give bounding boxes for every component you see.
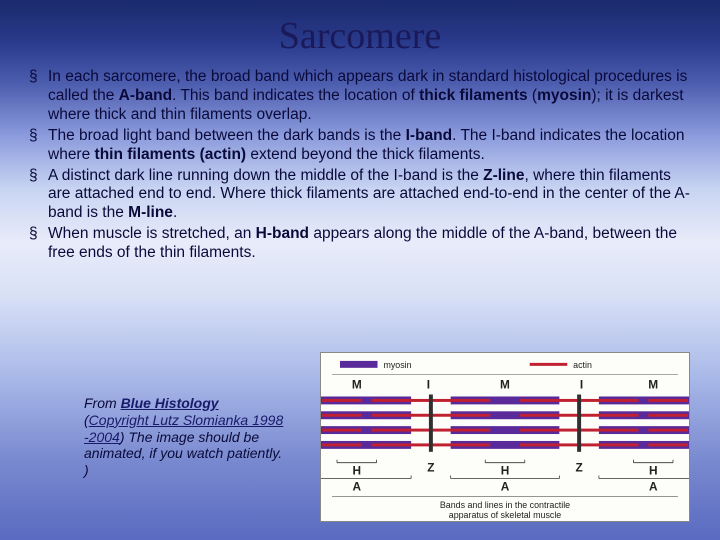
- bullet-list: In each sarcomere, the broad band which …: [26, 68, 694, 263]
- svg-text:I: I: [427, 378, 430, 392]
- svg-text:H: H: [501, 464, 510, 478]
- slide-body: In each sarcomere, the broad band which …: [0, 68, 720, 263]
- bullet-item: In each sarcomere, the broad band which …: [26, 68, 694, 125]
- bullet-item: A distinct dark line running down the mi…: [26, 167, 694, 224]
- slide-title: Sarcomere: [0, 0, 720, 68]
- svg-text:H: H: [649, 464, 658, 478]
- svg-text:M: M: [500, 378, 510, 392]
- caption-link-source[interactable]: Blue Histology: [121, 395, 219, 411]
- svg-text:A: A: [352, 479, 361, 493]
- svg-text:M: M: [352, 378, 362, 392]
- caption-prefix: From: [84, 395, 121, 411]
- svg-text:myosin: myosin: [383, 360, 411, 370]
- bullet-item: When muscle is stretched, an H-band appe…: [26, 225, 694, 263]
- svg-text:H: H: [352, 464, 361, 478]
- sarcomere-diagram: myosinactinMIMIMHAZHAZHABands and lines …: [320, 352, 690, 522]
- svg-text:actin: actin: [573, 360, 592, 370]
- svg-text:M: M: [648, 378, 658, 392]
- svg-text:Bands and lines in the contrac: Bands and lines in the contractile: [440, 500, 570, 510]
- bullet-item: The broad light band between the dark ba…: [26, 127, 694, 165]
- svg-text:Z: Z: [575, 461, 582, 475]
- image-caption: From Blue Histology (Copyright Lutz Slom…: [84, 395, 284, 479]
- svg-text:apparatus of skeletal muscle: apparatus of skeletal muscle: [449, 510, 562, 520]
- svg-text:A: A: [649, 479, 658, 493]
- svg-text:A: A: [501, 479, 510, 493]
- svg-text:Z: Z: [427, 461, 434, 475]
- svg-text:I: I: [580, 378, 583, 392]
